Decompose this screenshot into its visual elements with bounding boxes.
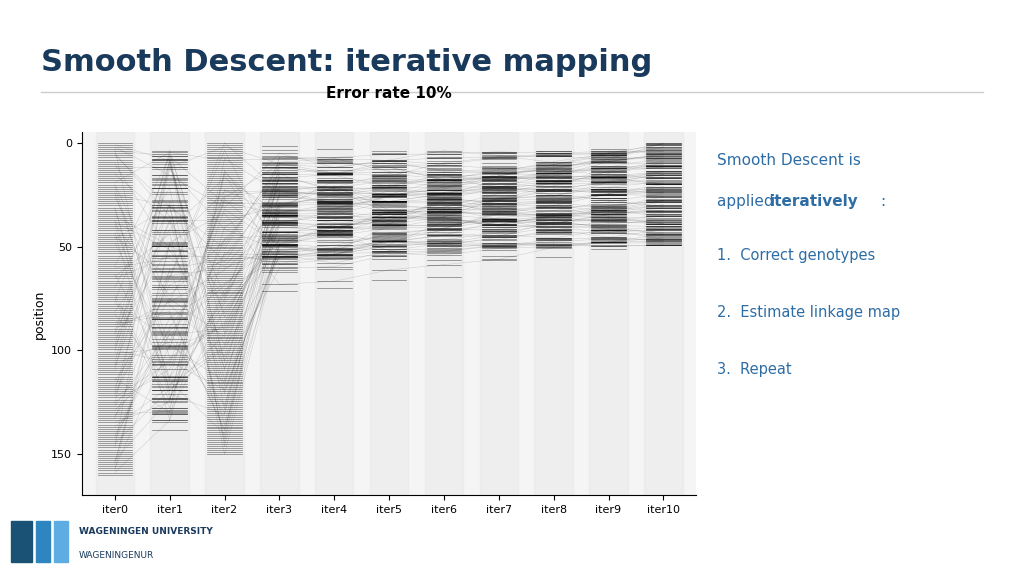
Text: 2.  Estimate linkage map: 2. Estimate linkage map bbox=[717, 305, 900, 320]
Bar bbox=[590, 132, 628, 495]
Text: WAGENINGENUR: WAGENINGENUR bbox=[79, 551, 154, 560]
Bar bbox=[10, 521, 33, 562]
Bar bbox=[479, 132, 518, 495]
Text: 1.  Correct genotypes: 1. Correct genotypes bbox=[717, 248, 876, 263]
Bar bbox=[95, 132, 134, 495]
Bar bbox=[315, 132, 353, 495]
Bar bbox=[36, 521, 50, 562]
Text: WAGENINGEN UNIVERSITY: WAGENINGEN UNIVERSITY bbox=[79, 526, 213, 536]
Bar bbox=[370, 132, 409, 495]
Bar bbox=[151, 132, 188, 495]
Bar bbox=[206, 132, 244, 495]
Text: Smooth Descent is: Smooth Descent is bbox=[717, 153, 861, 168]
Bar bbox=[53, 521, 68, 562]
Bar bbox=[535, 132, 572, 495]
Text: applied: applied bbox=[717, 195, 778, 210]
Text: Smooth Descent: iterative mapping: Smooth Descent: iterative mapping bbox=[41, 48, 652, 77]
Title: Error rate 10%: Error rate 10% bbox=[327, 86, 452, 101]
Bar bbox=[425, 132, 463, 495]
Text: :: : bbox=[881, 195, 886, 210]
Bar bbox=[644, 132, 683, 495]
Y-axis label: position: position bbox=[33, 289, 46, 339]
Text: iteratively: iteratively bbox=[770, 195, 858, 210]
Bar bbox=[260, 132, 299, 495]
Text: 3.  Repeat: 3. Repeat bbox=[717, 362, 792, 377]
